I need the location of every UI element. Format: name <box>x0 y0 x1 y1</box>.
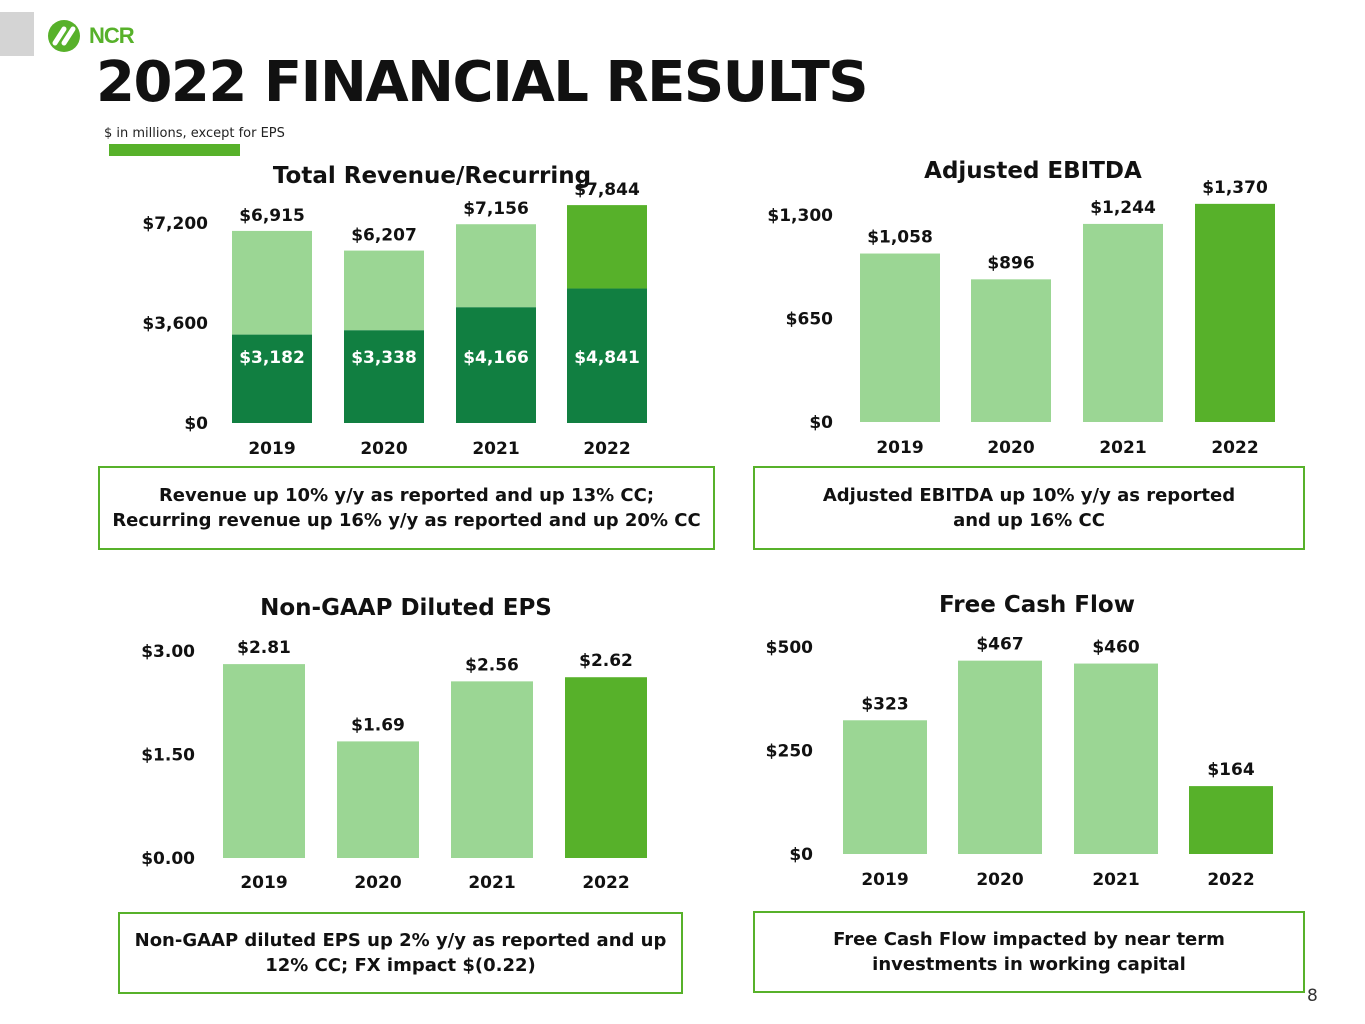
brand-logo: NCR <box>46 18 135 54</box>
ebitda-value-label: $896 <box>987 253 1034 273</box>
ebitda-category-label: 2019 <box>876 438 923 458</box>
revenue-recurring-bar <box>567 288 647 423</box>
revenue-total-label: $7,844 <box>574 180 640 200</box>
fcf-bar <box>1189 786 1273 854</box>
ebitda-value-label: $1,370 <box>1202 178 1268 198</box>
ebitda-bar <box>860 253 940 422</box>
revenue-total-label: $6,207 <box>351 226 417 246</box>
eps-y-tick-label: $1.50 <box>141 746 195 766</box>
revenue-recurring-label: $3,338 <box>351 348 417 368</box>
ebitda-chart-title: Adjusted EBITDA <box>924 158 1142 184</box>
revenue-y-tick-label: $0 <box>184 414 208 434</box>
eps-chart: Non-GAAP Diluted EPS $0.00 $1.50 $3.00 $2.81… <box>141 595 647 893</box>
eps-value-label: $1.69 <box>351 715 405 735</box>
logo-wordmark: NCR <box>89 23 135 48</box>
revenue-total-bar <box>232 230 312 335</box>
ebitda-y-tick-label: $1,300 <box>767 206 833 226</box>
ebitda-bar <box>1083 223 1163 422</box>
eps-bar <box>223 664 305 858</box>
ebitda-bar <box>1195 203 1275 422</box>
eps-chart-title: Non-GAAP Diluted EPS <box>260 595 552 621</box>
slide-edge-tab <box>0 12 34 56</box>
fcf-value-label: $164 <box>1207 760 1254 780</box>
page-title: 2022 FINANCIAL RESULTS <box>96 50 869 115</box>
ebitda-chart: Adjusted EBITDA $0 $650 $1,300 $1,058 2019 $89… <box>767 158 1275 458</box>
fcf-value-label: $323 <box>861 694 908 714</box>
eps-value-label: $2.56 <box>465 655 519 675</box>
fcf-bar <box>958 660 1042 854</box>
fcf-chart-title: Free Cash Flow <box>939 592 1135 618</box>
revenue-recurring-bar <box>456 307 536 423</box>
eps-category-label: 2021 <box>468 873 515 893</box>
eps-y-tick-label: $3.00 <box>141 642 195 662</box>
eps-bar <box>565 677 647 858</box>
eps-bar <box>451 681 533 858</box>
revenue-recurring-bar <box>232 334 312 423</box>
revenue-recurring-label: $4,841 <box>574 348 640 368</box>
revenue-total-label: $6,915 <box>239 206 305 226</box>
revenue-category-label: 2019 <box>248 439 295 459</box>
title-accent-bar <box>109 144 240 156</box>
eps-y-tick-label: $0.00 <box>141 849 195 869</box>
page-number: 8 <box>1307 986 1318 1006</box>
ncr-logo-icon <box>48 20 80 52</box>
revenue-category-label: 2021 <box>472 439 519 459</box>
revenue-chart: Total Revenue/Recurring $0 $3,600 $7,200 $6,… <box>142 163 647 459</box>
ebitda-y-tick-label: $650 <box>786 310 833 330</box>
eps-value-label: $2.81 <box>237 638 291 658</box>
ebitda-category-label: 2020 <box>987 438 1034 458</box>
revenue-recurring-label: $4,166 <box>463 348 529 368</box>
fcf-value-label: $467 <box>976 635 1023 655</box>
revenue-category-label: 2020 <box>360 439 407 459</box>
ebitda-category-label: 2022 <box>1211 438 1258 458</box>
revenue-total-bar <box>344 250 424 331</box>
revenue-recurring-bar <box>344 330 424 423</box>
eps-category-label: 2019 <box>240 873 287 893</box>
fcf-category-label: 2021 <box>1092 870 1139 890</box>
fcf-category-label: 2022 <box>1207 870 1254 890</box>
fcf-chart: Free Cash Flow $0 $250 $500 $323 2019 $467 2020… <box>766 592 1273 890</box>
revenue-category-label: 2022 <box>583 439 630 459</box>
ebitda-category-label: 2021 <box>1099 438 1146 458</box>
eps-note: Non-GAAP diluted EPS up 2% y/y as report… <box>118 912 683 994</box>
revenue-note: Revenue up 10% y/y as reported and up 13… <box>98 466 715 550</box>
fcf-bar <box>1074 663 1158 854</box>
fcf-y-tick-label: $250 <box>766 742 813 762</box>
revenue-total-label: $7,156 <box>463 199 529 219</box>
revenue-total-bar <box>567 205 647 289</box>
eps-category-label: 2020 <box>354 873 401 893</box>
revenue-total-bar <box>456 224 536 308</box>
revenue-chart-title: Total Revenue/Recurring <box>273 163 591 189</box>
revenue-y-tick-label: $7,200 <box>142 214 208 234</box>
fcf-category-label: 2020 <box>976 870 1023 890</box>
ebitda-value-label: $1,244 <box>1090 198 1156 218</box>
revenue-recurring-label: $3,182 <box>239 348 305 368</box>
eps-bar <box>337 741 419 858</box>
eps-category-label: 2022 <box>582 873 629 893</box>
fcf-value-label: $460 <box>1092 638 1139 658</box>
units-subtitle: $ in millions, except for EPS <box>104 126 285 141</box>
fcf-note: Free Cash Flow impacted by near term inv… <box>753 911 1305 993</box>
revenue-y-tick-label: $3,600 <box>142 314 208 334</box>
ebitda-bar <box>971 279 1051 422</box>
ebitda-value-label: $1,058 <box>867 228 933 248</box>
ebitda-note: Adjusted EBITDA up 10% y/y as reported a… <box>753 466 1305 550</box>
fcf-bar <box>843 720 927 854</box>
fcf-y-tick-label: $0 <box>789 845 813 865</box>
eps-value-label: $2.62 <box>579 651 633 671</box>
ebitda-y-tick-label: $0 <box>809 413 833 433</box>
fcf-category-label: 2019 <box>861 870 908 890</box>
fcf-y-tick-label: $500 <box>766 638 813 658</box>
